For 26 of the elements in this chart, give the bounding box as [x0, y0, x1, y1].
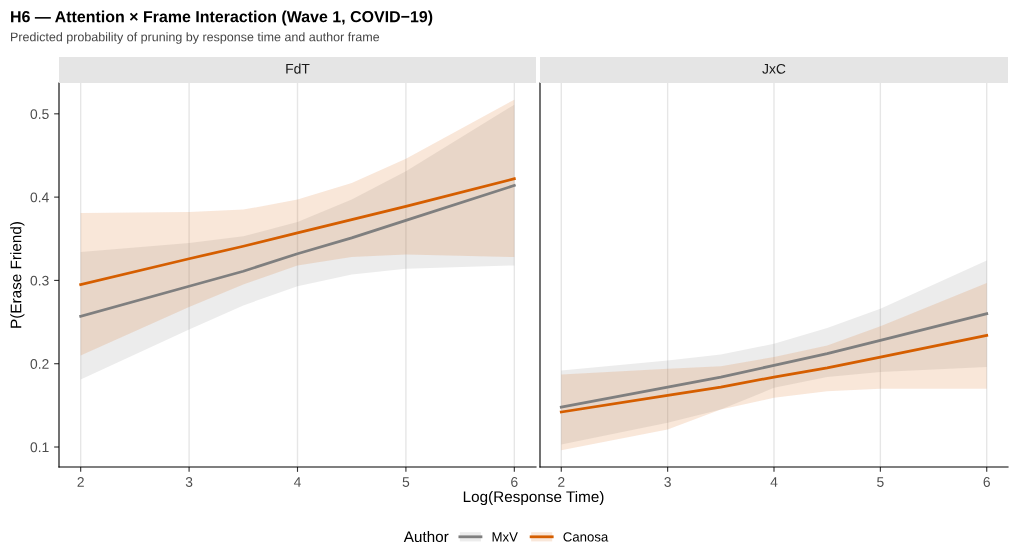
x-tick-label: 2 [558, 477, 565, 487]
legend-title: Author [403, 530, 449, 543]
line-series [79, 184, 516, 318]
legend-label: MxV [492, 532, 518, 542]
y-tick-label: 0.4 [30, 192, 49, 203]
line-series [79, 177, 516, 286]
x-tick-label: 6 [511, 477, 518, 487]
text: Predicted probability of pruning by response time and author frame [11, 32, 380, 44]
y-tick-label: 0.5 [30, 109, 49, 119]
x-tick-label: 4 [293, 477, 301, 487]
y-tick-label: 0.2 [30, 359, 49, 369]
x-tick-label: 3 [185, 477, 193, 487]
legend-label: Canosa [563, 532, 609, 542]
chart-title: FdT [286, 63, 310, 74]
x-axis-title: Log(Response Time) [463, 490, 604, 506]
y-tick-label: 0.1 [30, 442, 49, 453]
x-tick-label: 5 [402, 477, 410, 487]
x-tick-label: 4 [770, 477, 778, 487]
x-tick-label: 5 [877, 477, 884, 487]
x-tick-label: 3 [664, 477, 671, 487]
y-axis-title: P(Erase Friend) [10, 222, 25, 328]
y-tick-label: 0.3 [30, 275, 49, 286]
chart-title: JxC [762, 63, 786, 74]
text: H6 — Attention × Frame Interaction (Wave 1, COVID−19) [11, 10, 433, 26]
x-tick-label: 6 [983, 477, 990, 487]
x-tick-label: 2 [77, 477, 84, 487]
